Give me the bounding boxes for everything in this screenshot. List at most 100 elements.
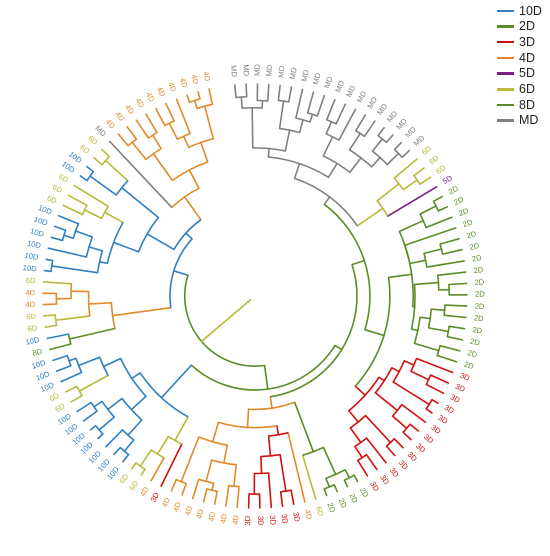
tip-label: 3D — [368, 480, 381, 493]
tip-label: 4D — [133, 96, 146, 109]
tree-branch — [160, 364, 193, 399]
tip-label: MD — [333, 79, 346, 94]
tree-branch — [191, 478, 200, 500]
tree-branch — [444, 304, 468, 307]
tree-branch — [52, 354, 69, 362]
tree-branch — [413, 281, 440, 286]
tip-label: 5D — [441, 173, 454, 186]
tree-branch — [430, 308, 446, 312]
tree-branch — [245, 83, 248, 98]
tree-branch — [185, 232, 193, 240]
tree-branch — [356, 459, 369, 477]
tree-root-branch — [200, 299, 252, 343]
tree-branch — [175, 98, 191, 135]
tree-branch — [88, 246, 104, 252]
tree-branch — [378, 376, 386, 382]
tree-branch — [193, 99, 198, 110]
tree-branch — [425, 383, 445, 395]
tree-branch — [427, 327, 450, 333]
tree-branch — [53, 225, 67, 231]
tree-branch — [323, 196, 331, 206]
tree-branch — [43, 269, 52, 273]
tree-branch — [168, 122, 179, 141]
tip-label: 2D — [457, 206, 470, 218]
tree-branch — [351, 259, 366, 266]
tree-branch — [402, 431, 412, 441]
tree-branch — [408, 259, 427, 265]
tree-branch — [316, 94, 326, 117]
tip-label: 6D — [26, 276, 37, 286]
tree-branch — [391, 415, 408, 430]
tree-branch — [68, 357, 77, 362]
tree-branch — [102, 357, 122, 368]
tip-label: 2D — [473, 313, 484, 323]
tip-label: MD — [322, 75, 335, 90]
tree-branch — [93, 157, 103, 166]
tree-branch — [364, 328, 385, 337]
tip-label: 2D — [466, 348, 478, 359]
tip-label: 4D — [183, 504, 195, 516]
tree-branch — [113, 446, 122, 456]
tip-label: 10D — [22, 263, 37, 274]
tree-branch — [223, 444, 228, 464]
tip-label: 6D — [46, 193, 59, 206]
tree-branch — [322, 446, 337, 476]
legend-item: 2D — [497, 19, 549, 35]
tree-branch — [131, 462, 137, 470]
tip-label: 2D — [462, 217, 475, 229]
tree-branch — [139, 449, 153, 468]
tree-branch — [130, 395, 147, 411]
tree-branch — [344, 468, 351, 479]
tree-branch — [293, 401, 315, 453]
tree-branch — [89, 175, 117, 196]
tree-branch — [127, 419, 143, 436]
tree-branch — [413, 342, 440, 352]
tree-branch — [208, 88, 214, 106]
tip-label: 6D — [117, 472, 130, 486]
tree-branch — [419, 176, 432, 185]
tip-label: 10D — [33, 214, 50, 227]
tip-label: MD — [241, 64, 251, 77]
legend-label: 10D — [519, 3, 542, 18]
tip-label: 3D — [378, 473, 391, 487]
tree-branch — [348, 409, 360, 423]
tree-branch — [160, 443, 183, 487]
tip-label: 10D — [29, 226, 45, 239]
tree-branch — [371, 138, 384, 152]
tip-label: 6D — [427, 153, 441, 166]
tree-branch — [327, 162, 338, 179]
tree-branch — [349, 427, 362, 444]
legend-label: 3D — [519, 34, 535, 49]
tip-label: 2D — [473, 265, 484, 275]
tree-branch — [393, 437, 404, 449]
tree-branch — [89, 424, 97, 431]
tree-branch — [100, 148, 111, 158]
tree-branch — [385, 134, 394, 144]
tree-branch — [131, 371, 141, 380]
legend-swatch — [497, 9, 514, 13]
tree-branch — [443, 314, 467, 319]
tip-label: 4D — [219, 513, 229, 524]
tree-branch — [47, 247, 88, 258]
tree-branch — [42, 281, 73, 285]
tip-label: 6D — [128, 479, 141, 492]
tree-branch — [225, 484, 230, 507]
tip-label: 2D — [469, 241, 481, 252]
tree-branch — [354, 114, 367, 132]
tip-label: 3D — [256, 516, 265, 526]
tree-branch — [267, 435, 272, 457]
tree-branch — [287, 431, 306, 503]
tree-branch — [436, 354, 458, 363]
tree-branch — [205, 459, 213, 483]
tree-branch — [236, 485, 240, 509]
tree-arc — [323, 203, 371, 330]
legend-item: 10D — [497, 3, 549, 19]
tree-branch — [260, 455, 263, 475]
tree-branch — [186, 94, 191, 103]
tree-branch — [76, 401, 92, 413]
tree-branch — [150, 456, 165, 482]
tree-branch — [50, 236, 64, 242]
tip-label: 6D — [314, 505, 326, 517]
tip-label: 2D — [463, 360, 476, 372]
tree-branch — [276, 424, 280, 436]
